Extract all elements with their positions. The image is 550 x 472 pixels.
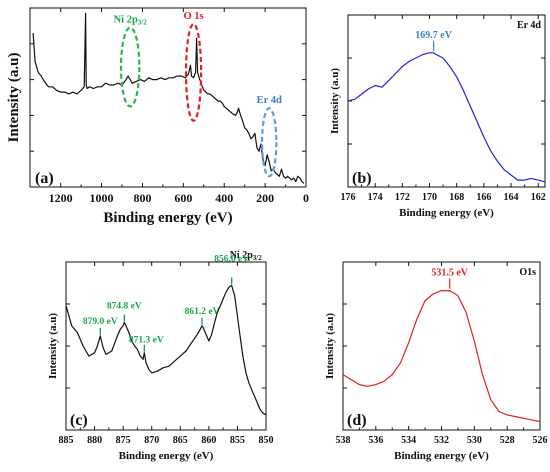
x-tick-label: 526 bbox=[533, 435, 548, 446]
x-tick-label: 168 bbox=[449, 192, 464, 203]
x-tick-label: 1000 bbox=[90, 191, 114, 205]
peak-label: 856.0 eV bbox=[214, 255, 249, 265]
x-tick-label: 166 bbox=[476, 192, 491, 203]
series-line bbox=[342, 290, 541, 423]
annotation-label-main: O 1s bbox=[183, 11, 203, 22]
x-tick-label: 885 bbox=[59, 435, 74, 446]
x-tick-label: 200 bbox=[256, 191, 274, 205]
x-tick-label: 880 bbox=[87, 435, 102, 446]
x-tick-label: 164 bbox=[504, 192, 519, 203]
annotation-label: Ni 2p3/2 bbox=[114, 15, 148, 27]
panel-label: (c) bbox=[70, 412, 88, 429]
corner-label: Er 4d bbox=[517, 20, 541, 31]
panel-label: (a) bbox=[35, 170, 54, 187]
plot-frame bbox=[29, 7, 307, 188]
panel-label: (b) bbox=[352, 170, 372, 187]
annotation-label: Er 4d bbox=[257, 95, 282, 106]
x-axis-title: Binding energy (eV) bbox=[103, 210, 232, 226]
x-tick-label: 865 bbox=[173, 435, 188, 446]
x-axis-title: Binding energy (eV) bbox=[399, 207, 494, 219]
annotation-ellipse bbox=[260, 107, 278, 178]
panel-c-ni2p-spectrum: 885 880 875 870 865 860 855 850 Binding energy (… bbox=[47, 250, 274, 462]
x-tick-label: 0 bbox=[303, 191, 309, 205]
annotation-label-main: Er 4d bbox=[257, 95, 282, 106]
annotation-ellipse bbox=[119, 26, 141, 108]
annotation-ellipse bbox=[184, 23, 203, 122]
x-tick-label: 530 bbox=[467, 435, 482, 446]
y-axis-title: Intensity (a.u) bbox=[47, 313, 59, 379]
peak-label: 871.3 eV bbox=[129, 336, 164, 346]
x-tick-label: 600 bbox=[174, 191, 192, 205]
x-tick-label: 860 bbox=[201, 435, 216, 446]
series-line bbox=[32, 12, 305, 184]
x-tick-label: 855 bbox=[230, 435, 245, 446]
peak-label: 861.2 eV bbox=[185, 307, 220, 317]
annotation-label-sub: 3/2 bbox=[138, 19, 147, 27]
corner-label: O1s bbox=[519, 267, 536, 278]
annotation-label: O 1s bbox=[183, 11, 203, 22]
peak-label: 874.8 eV bbox=[107, 301, 142, 311]
panel-d-o1s-spectrum: 538 536 534 532 530 528 526 Binding energy (eV)… bbox=[324, 261, 548, 462]
x-tick-label: 176 bbox=[341, 192, 356, 203]
x-axis-title: Binding energy (eV) bbox=[394, 450, 489, 462]
series-line bbox=[347, 52, 546, 183]
y-axis-title: Intensity (a.u) bbox=[6, 52, 22, 142]
panel-a-survey-spectrum: 1200 1000 800 600 400 200 0 Binding energy (eV)… bbox=[6, 7, 309, 226]
plot-frame bbox=[342, 261, 541, 431]
y-axis-title: Intensity (a.u) bbox=[324, 313, 336, 379]
x-tick-label: 1200 bbox=[49, 191, 73, 205]
x-tick-label: 850 bbox=[259, 435, 274, 446]
x-tick-label: 400 bbox=[215, 191, 233, 205]
x-tick-label: 528 bbox=[500, 435, 515, 446]
x-tick-label: 532 bbox=[434, 435, 449, 446]
x-tick-label: 536 bbox=[368, 435, 383, 446]
x-tick-label: 870 bbox=[144, 435, 159, 446]
peak-label: 879.0 eV bbox=[83, 317, 118, 327]
x-axis-title: Binding energy (eV) bbox=[119, 450, 214, 462]
corner-label-main: Ni 2p bbox=[230, 250, 254, 261]
x-tick-label: 170 bbox=[422, 192, 437, 203]
x-tick-label: 172 bbox=[395, 192, 410, 203]
x-tick-label: 875 bbox=[116, 435, 131, 446]
x-tick-label: 538 bbox=[336, 435, 351, 446]
plot-frame bbox=[65, 261, 267, 431]
corner-label-sub: 3/2 bbox=[253, 254, 262, 262]
corner-label: Ni 2p3/2 bbox=[230, 250, 263, 262]
x-tick-label: 534 bbox=[401, 435, 416, 446]
x-tick-label: 174 bbox=[368, 192, 383, 203]
panel-label: (d) bbox=[347, 412, 367, 429]
x-tick-label: 800 bbox=[133, 191, 151, 205]
x-tick-label: 162 bbox=[531, 192, 546, 203]
y-axis-title: Intensity (a.u) bbox=[329, 68, 341, 134]
annotation-label-main: Ni 2p bbox=[114, 15, 138, 26]
series-line bbox=[65, 284, 267, 416]
panel-b-er4d-spectrum: 176 174 172 170 168 166 164 162 Binding energy (… bbox=[329, 14, 546, 219]
peak-label: 169.7 eV bbox=[415, 30, 452, 41]
peak-label: 531.5 eV bbox=[431, 268, 468, 279]
